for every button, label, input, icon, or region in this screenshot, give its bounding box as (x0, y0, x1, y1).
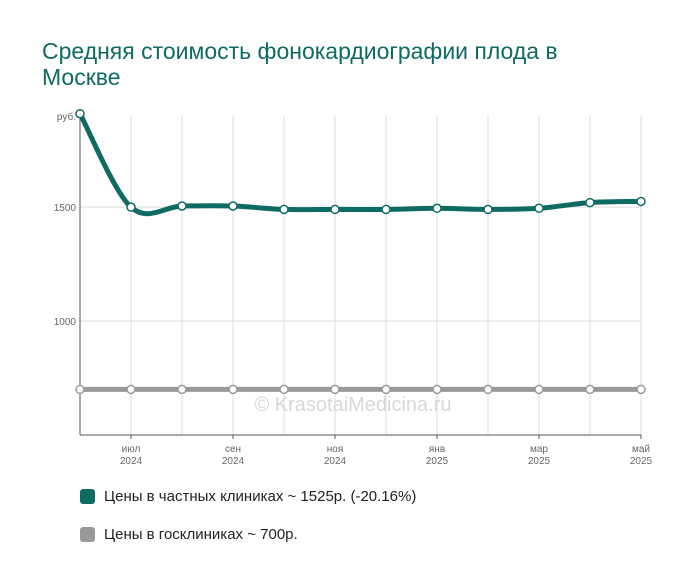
y-axis-label: руб. (57, 111, 76, 123)
chart-title: Средняя стоимость фонокардиографии плода… (42, 38, 558, 90)
legend-item-public[interactable]: Цены в госклиниках ~ 700р. (80, 524, 416, 544)
data-point-public[interactable] (585, 384, 595, 395)
x-tick-label-year: 2025 (630, 456, 653, 467)
legend-label-public: Цены в госклиниках ~ 700р. (104, 525, 298, 543)
chart-legend: Цены в частных клиниках ~ 1525р. (-20.16… (80, 486, 416, 562)
data-point-private[interactable] (126, 202, 136, 212)
series-line-private (77, 111, 644, 217)
watermark-text: © KrasotaiMedicina.ru (254, 394, 451, 416)
data-point-private[interactable] (228, 201, 238, 211)
data-point-public[interactable] (483, 384, 493, 395)
x-tick-label-month: май (632, 444, 650, 455)
legend-item-private[interactable]: Цены в частных клиниках ~ 1525р. (-20.16… (80, 486, 416, 506)
x-tick-label-year: 2024 (120, 456, 143, 467)
legend-label-private: Цены в частных клиниках ~ 1525р. (-20.16… (104, 487, 417, 505)
data-point-private[interactable] (75, 108, 85, 119)
x-tick-label-month: мар (530, 444, 548, 455)
data-point-public[interactable] (177, 384, 187, 395)
chart-canvas: 10001500руб.июл2024сен2024ноя2024янв2025… (54, 108, 653, 467)
x-tick-label-month: июл (122, 444, 141, 455)
data-point-public[interactable] (534, 384, 544, 395)
x-tick-label-month: ноя (327, 444, 344, 455)
x-tick-label-month: янв (429, 444, 445, 455)
data-point-public[interactable] (636, 384, 646, 395)
x-tick-label-month: сен (225, 444, 241, 455)
data-point-public[interactable] (75, 384, 85, 395)
x-tick-label-year: 2024 (222, 456, 245, 467)
data-point-public[interactable] (279, 384, 289, 395)
x-tick-label-year: 2025 (528, 456, 551, 467)
data-point-private[interactable] (636, 196, 646, 207)
x-tick-label-year: 2025 (426, 456, 449, 467)
legend-swatch-private (80, 488, 95, 504)
data-point-private[interactable] (279, 204, 289, 215)
data-point-public[interactable] (126, 384, 136, 395)
data-point-private[interactable] (381, 204, 391, 215)
data-point-private[interactable] (585, 197, 595, 208)
data-point-public[interactable] (330, 384, 340, 395)
data-point-public[interactable] (381, 384, 391, 395)
data-point-private[interactable] (177, 201, 187, 211)
data-point-private[interactable] (432, 203, 442, 214)
x-tick-label-year: 2024 (324, 456, 347, 467)
y-tick-label: 1000 (54, 317, 77, 328)
data-point-public[interactable] (432, 384, 442, 395)
data-point-private[interactable] (330, 204, 340, 215)
data-point-private[interactable] (483, 204, 493, 215)
y-tick-label: 1500 (54, 203, 77, 214)
legend-swatch-public (80, 526, 95, 542)
data-point-private[interactable] (534, 203, 544, 214)
data-point-public[interactable] (228, 384, 238, 395)
